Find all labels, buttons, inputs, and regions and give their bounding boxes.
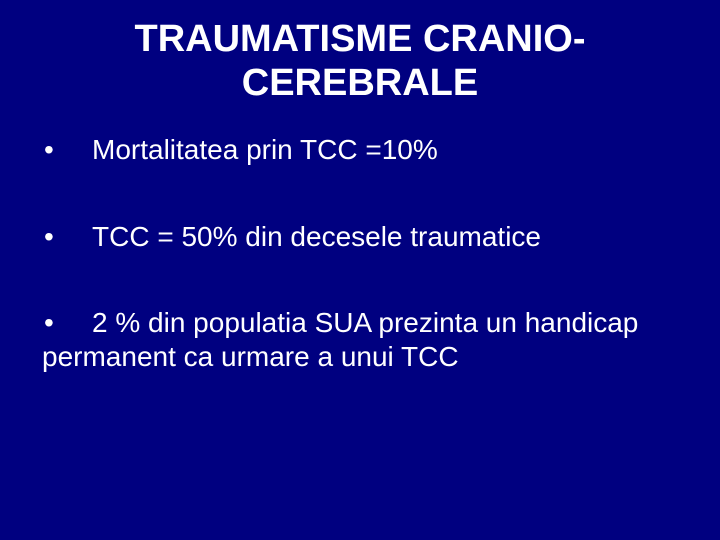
bullet-text: Mortalitatea prin TCC =10% [92,133,678,167]
bullet-marker: • [42,220,92,254]
bullet-text: TCC = 50% din decesele traumatice [92,220,678,254]
bullet-item-1: • TCC = 50% din decesele traumatice [42,220,678,254]
title-line-2: CEREBRALE [242,62,478,104]
slide: TRAUMATISME CRANIO- CEREBRALE • Mortalit… [0,0,720,540]
slide-title: TRAUMATISME CRANIO- CEREBRALE [42,18,678,105]
bullet-list: • Mortalitatea prin TCC =10% • TCC = 50%… [42,133,678,374]
bullet-marker: • [42,133,92,167]
bullet-marker: • [42,306,92,340]
title-line-1: TRAUMATISME CRANIO- [134,18,585,60]
bullet-item-2: •2 % din populatia SUA prezinta un handi… [42,306,678,374]
bullet-text: 2 % din populatia SUA prezinta un handic… [42,307,638,372]
bullet-item-0: • Mortalitatea prin TCC =10% [42,133,678,167]
